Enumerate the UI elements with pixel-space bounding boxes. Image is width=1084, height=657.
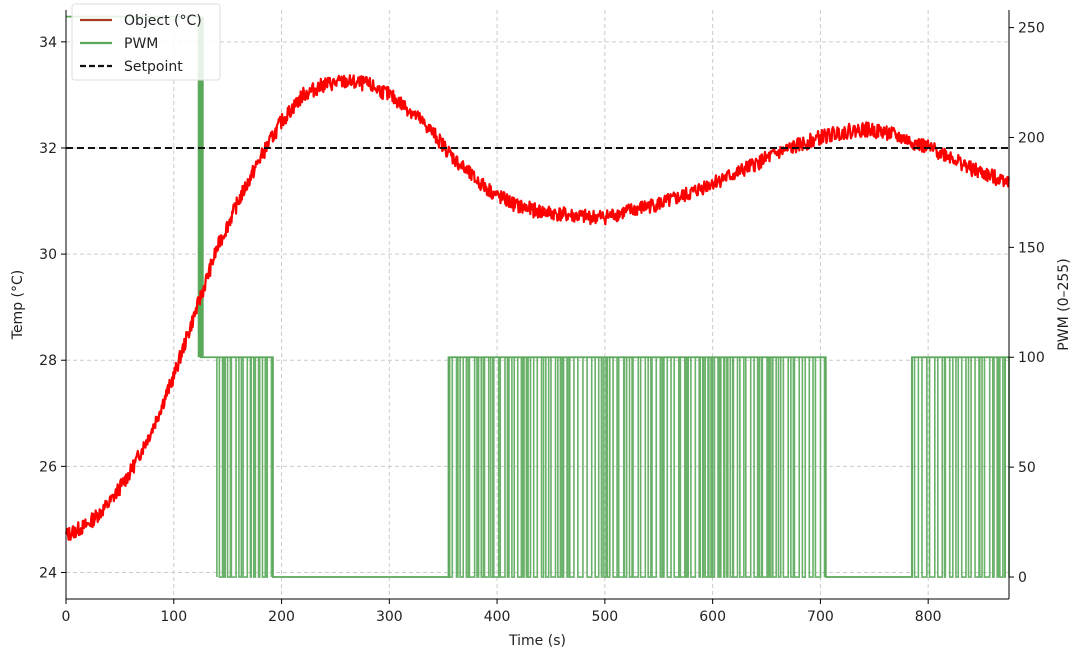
legend-label: Object (°C) [124, 13, 202, 29]
x-tick-label: 200 [268, 609, 295, 625]
pwm-switching-band [216, 356, 273, 578]
x-tick-label: 700 [807, 609, 834, 625]
y-right-tick-label: 250 [1018, 21, 1045, 37]
x-tick-label: 0 [62, 609, 71, 625]
y-right-tick-label: 100 [1018, 350, 1045, 366]
y-left-tick-label: 26 [39, 459, 57, 475]
ticks: 0 100 200 300 400 500 600 700 800 24 26 28 30 32 34 0 50… [39, 21, 1045, 625]
y-left-tick-label: 32 [39, 141, 57, 157]
y-left-tick-label: 30 [39, 247, 57, 263]
x-tick-label: 300 [376, 609, 403, 625]
pwm-switching-band [447, 356, 826, 578]
axes [65, 10, 1010, 600]
x-axis-label: Time (s) [508, 633, 566, 649]
temperature-series [64, 74, 1010, 541]
y-left-tick-label: 28 [39, 353, 57, 369]
x-tick-label: 400 [484, 609, 511, 625]
y-left-tick-label: 24 [39, 565, 57, 581]
x-tick-label: 800 [915, 609, 942, 625]
legend-label: PWM [124, 36, 158, 52]
pwm-switching-band [911, 356, 1010, 578]
temperature-line [64, 74, 1010, 541]
pwm-series [66, 15, 1010, 578]
legend: Object (°C) PWM Setpoint [71, 3, 221, 81]
y-axis-left-label: Temp (°C) [10, 270, 26, 340]
x-tick-label: 600 [699, 609, 726, 625]
x-tick-label: 100 [160, 609, 187, 625]
y-right-tick-label: 50 [1018, 460, 1036, 476]
y-right-tick-label: 150 [1018, 240, 1045, 256]
y-right-tick-label: 0 [1018, 570, 1027, 586]
legend-box [71, 3, 221, 81]
y-axis-right-label: PWM (0–255) [1056, 258, 1072, 350]
y-right-tick-label: 200 [1018, 130, 1045, 146]
x-tick-label: 500 [591, 609, 618, 625]
legend-label: Setpoint [124, 59, 183, 75]
y-left-tick-label: 34 [39, 35, 57, 51]
